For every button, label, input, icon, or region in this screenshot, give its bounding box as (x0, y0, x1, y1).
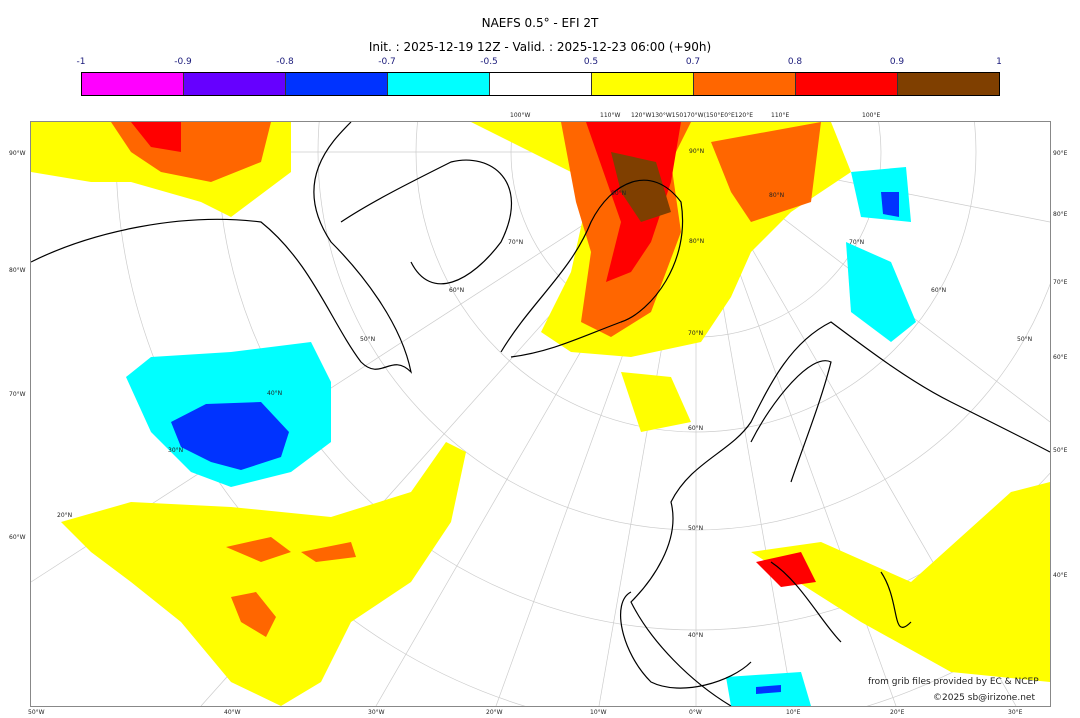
latitude-label: 80°N (689, 238, 705, 245)
bottom-axis-label: 20°E (890, 709, 905, 716)
latitude-label: 70°N (849, 239, 865, 246)
colorbar-segment (694, 73, 796, 95)
bottom-axis-label: 10°E (786, 709, 801, 716)
right-axis-label: 70°E (1053, 279, 1068, 286)
left-axis-label: 60°W (9, 534, 26, 541)
latitude-label: 60°N (449, 287, 465, 294)
latitude-label: 70°N (688, 330, 704, 337)
top-axis-label: 120°W130°W150170°W(150°E0°E120°E (631, 112, 754, 119)
map-canvas (31, 122, 1050, 706)
bottom-axis-label: 10°W (590, 709, 607, 716)
right-axis-label: 50°E (1053, 447, 1068, 454)
bottom-axis-label: 30°W (368, 709, 385, 716)
latitude-label: 60°N (931, 287, 947, 294)
right-axis-label: 90°E (1053, 150, 1068, 157)
top-axis-label: 100°W (510, 112, 531, 119)
latitude-label: 30°N (168, 447, 184, 454)
map-subtitle: Init. : 2025-12-19 12Z - Valid. : 2025-1… (368, 40, 712, 54)
colorbar (81, 72, 1000, 96)
colorbar-tick-label: 0.5 (583, 57, 599, 67)
latitude-label: 40°N (688, 632, 704, 639)
efi-shading (31, 122, 1050, 706)
right-axis-label: 40°E (1053, 572, 1068, 579)
colorbar-tick-label: -1 (76, 57, 86, 67)
colorbar-tick-label: 0.9 (889, 57, 905, 67)
colorbar-tick-label: 0.8 (787, 57, 803, 67)
latitude-label: 80°N (769, 192, 785, 199)
latitude-label: 20°N (57, 512, 73, 519)
map: 90°N 80°N 80°N 80°N 70°N 70°N 70°N 60°N 60°N 60°N… (30, 121, 1051, 707)
colorbar-tick-label: -0.7 (378, 57, 396, 67)
bottom-axis-label: 0°W (689, 709, 702, 716)
colorbar-tick-label: -0.8 (276, 57, 294, 67)
latitude-label: 60°N (688, 425, 704, 432)
left-axis-label: 90°W (9, 150, 26, 157)
top-axis-label: 110°E (771, 112, 790, 119)
top-axis-label: 110°W (600, 112, 621, 119)
latitude-label: 80°N (611, 190, 627, 197)
latitude-label: 50°N (688, 525, 704, 532)
colorbar-tick-label: 1 (996, 57, 1002, 67)
colorbar-segment (898, 73, 999, 95)
source-credit: from grib files provided by EC & NCEP (868, 677, 1039, 687)
latitude-label: 70°N (508, 239, 524, 246)
colorbar-tick-label: -0.9 (174, 57, 192, 67)
colorbar-segment (286, 73, 388, 95)
colorbar-segment (592, 73, 694, 95)
colorbar-segment (82, 73, 184, 95)
coastlines (31, 122, 1050, 706)
right-axis-label: 60°E (1053, 354, 1068, 361)
right-axis-label: 80°E (1053, 211, 1068, 218)
latitude-label: 40°N (267, 390, 283, 397)
colorbar-segment (184, 73, 286, 95)
bottom-axis-label: 40°W (224, 709, 241, 716)
latitude-label: 50°N (1017, 336, 1033, 343)
colorbar-segment (388, 73, 490, 95)
latitude-label: 90°N (689, 148, 705, 155)
copyright: ©2025 sb@irizone.net (933, 693, 1035, 703)
bottom-axis-label: 30°E (1008, 709, 1023, 716)
colorbar-tick-label: 0.7 (685, 57, 701, 67)
colorbar-segment (796, 73, 898, 95)
map-title: NAEFS 0.5° - EFI 2T (481, 16, 599, 30)
left-axis-label: 80°W (9, 267, 26, 274)
bottom-axis-label: 20°W (486, 709, 503, 716)
latitude-label: 50°N (360, 336, 376, 343)
left-axis-label: 70°W (9, 391, 26, 398)
top-axis-label: 100°E (862, 112, 881, 119)
colorbar-segment (490, 73, 592, 95)
bottom-axis-label: 50°W (28, 709, 45, 716)
colorbar-tick-label: -0.5 (480, 57, 498, 67)
